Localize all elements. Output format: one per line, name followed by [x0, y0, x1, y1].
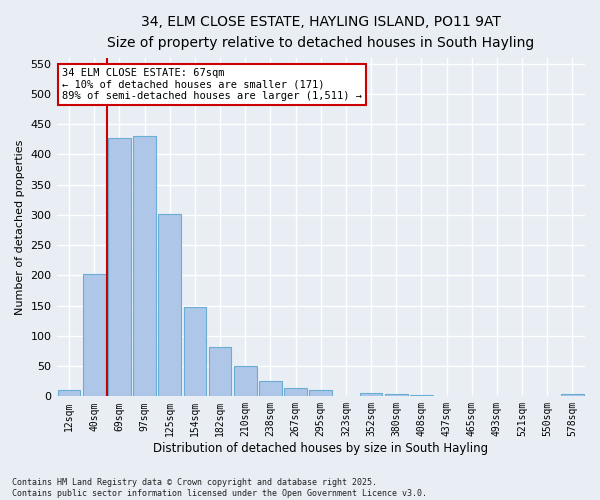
Bar [209, 348, 232, 397]
Bar [158, 214, 181, 396]
Bar [234, 366, 257, 396]
Bar [284, 388, 307, 396]
Bar [133, 136, 156, 396]
Title: 34, ELM CLOSE ESTATE, HAYLING ISLAND, PO11 9AT
Size of property relative to deta: 34, ELM CLOSE ESTATE, HAYLING ISLAND, PO… [107, 15, 535, 50]
Bar [385, 394, 407, 396]
Y-axis label: Number of detached properties: Number of detached properties [15, 140, 25, 314]
Bar [259, 381, 282, 396]
Text: 34 ELM CLOSE ESTATE: 67sqm
← 10% of detached houses are smaller (171)
89% of sem: 34 ELM CLOSE ESTATE: 67sqm ← 10% of deta… [62, 68, 362, 101]
Text: Contains HM Land Registry data © Crown copyright and database right 2025.
Contai: Contains HM Land Registry data © Crown c… [12, 478, 427, 498]
Bar [561, 394, 584, 396]
Bar [360, 392, 382, 396]
Bar [83, 274, 106, 396]
Bar [410, 395, 433, 396]
Bar [184, 307, 206, 396]
Bar [108, 138, 131, 396]
X-axis label: Distribution of detached houses by size in South Hayling: Distribution of detached houses by size … [153, 442, 488, 455]
Bar [310, 390, 332, 396]
Bar [58, 390, 80, 396]
